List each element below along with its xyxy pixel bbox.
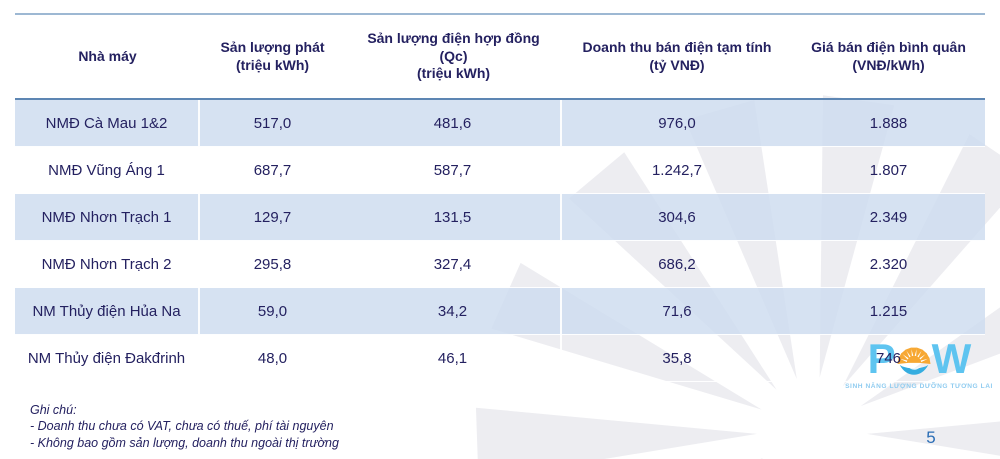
plant-name: NMĐ Vũng Áng 1	[15, 147, 200, 193]
table-row: NM Thủy điện Hủa Na 59,0 34,2 71,6 1.215	[15, 288, 985, 335]
revenue-value: 71,6	[662, 302, 692, 320]
footnote-line: - Không bao gồm sản lượng, doanh thu ngo…	[30, 435, 339, 450]
header-cell-avg-price: Giá bán điện bình quân (VNĐ/kWh)	[811, 38, 966, 73]
footnote-line: - Doanh thu chưa có VAT, chưa có thuế, p…	[30, 419, 334, 434]
footnotes-title: Ghi chú:	[30, 403, 77, 417]
page-number: 5	[926, 428, 936, 447]
plant-name: NM Thủy điện Hủa Na	[15, 288, 200, 334]
plant-name: NM Thủy điện Đakđrinh	[15, 335, 200, 381]
avg-price-value: 2.320	[869, 255, 908, 273]
contract-output-value: 46,1	[345, 335, 562, 381]
revenue-value: 304,6	[658, 208, 696, 226]
plant-name: NMĐ Nhơn Trạch 1	[15, 194, 200, 240]
revenue-value: 35,8	[662, 349, 692, 367]
table-header-row: Nhà máy Sản lượng phát (triệu kWh) Sản l…	[15, 15, 985, 98]
table-row: NMĐ Nhơn Trạch 2 295,8 327,4 686,2 2.320	[15, 241, 985, 288]
output-value: 687,7	[253, 161, 292, 179]
table-row: NMĐ Nhơn Trạch 1 129,7 131,5 304,6 2.349	[15, 194, 985, 241]
logo-tagline: SINH NĂNG LƯỢNG DƯỠNG TƯƠNG LAI	[845, 383, 993, 390]
table-row: NMĐ Cà Mau 1&2 517,0 481,6 976,0 1.888	[15, 100, 985, 147]
table-header-rule	[15, 98, 985, 100]
table-top-rule	[15, 13, 985, 15]
revenue-value: 686,2	[658, 255, 696, 273]
avg-price-value: 1.888	[869, 114, 908, 132]
output-value: 295,8	[253, 255, 292, 273]
header-cell-revenue: Doanh thu bán điện tạm tính (tỷ VNĐ)	[582, 38, 772, 73]
output-value: 129,7	[253, 208, 292, 226]
revenue-value: 976,0	[658, 114, 696, 132]
plant-name: NMĐ Cà Mau 1&2	[15, 100, 200, 146]
header-cell-contract-output: Sản lượng điện hợp đồng (Qc) (triệu kWh)	[367, 29, 540, 82]
contract-output-value: 34,2	[345, 288, 562, 334]
output-value: 48,0	[257, 349, 288, 367]
revenue-value: 1.242,7	[651, 161, 703, 179]
plants-table: Nhà máy Sản lượng phát (triệu kWh) Sản l…	[15, 13, 985, 382]
contract-output-value: 327,4	[345, 241, 562, 287]
contract-output-value: 131,5	[345, 194, 562, 240]
avg-price-value: 1.215	[869, 302, 908, 320]
footnotes: Ghi chú: - Doanh thu chưa có VAT, chưa c…	[30, 402, 339, 451]
contract-output-value: 587,7	[345, 147, 562, 193]
header-cell-plant: Nhà máy	[78, 47, 137, 64]
output-value: 517,0	[253, 114, 292, 132]
plant-name: NMĐ Nhơn Trạch 2	[15, 241, 200, 287]
avg-price-value: 746	[875, 349, 902, 367]
header-cell-output: Sản lượng phát (triệu kWh)	[220, 38, 325, 73]
output-value: 59,0	[257, 302, 288, 320]
contract-output-value: 481,6	[345, 100, 562, 146]
avg-price-value: 1.807	[869, 161, 908, 179]
table-row: NM Thủy điện Đakđrinh 48,0 46,1 35,8 746	[15, 335, 985, 382]
table-row: NMĐ Vũng Áng 1 687,7 587,7 1.242,7 1.807	[15, 147, 985, 194]
avg-price-value: 2.349	[869, 208, 908, 226]
